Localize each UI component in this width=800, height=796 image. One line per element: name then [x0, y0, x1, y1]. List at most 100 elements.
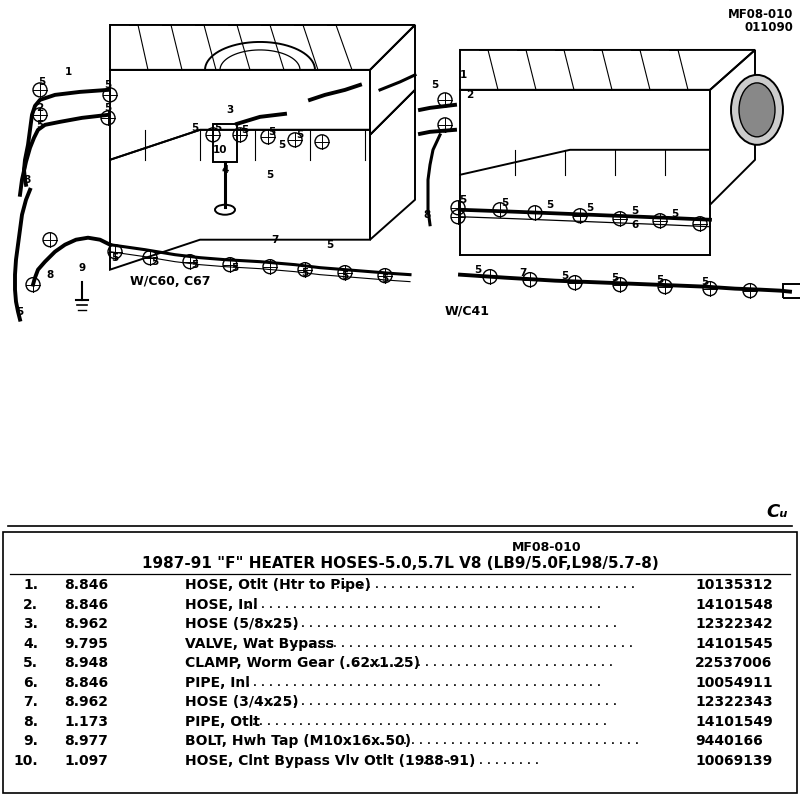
Text: 5: 5: [296, 130, 304, 140]
Text: 7.: 7.: [23, 695, 38, 709]
Text: 5: 5: [326, 240, 334, 250]
Text: 8.846: 8.846: [64, 598, 108, 612]
Text: 22537006: 22537006: [695, 656, 772, 670]
Text: 8: 8: [23, 175, 30, 185]
Text: W/C41: W/C41: [445, 305, 490, 318]
Text: 10135312: 10135312: [695, 578, 773, 592]
Text: 8.962: 8.962: [64, 695, 108, 709]
Text: 14101548: 14101548: [695, 598, 773, 612]
Text: 9: 9: [78, 263, 86, 273]
Text: 5: 5: [562, 271, 569, 281]
Text: 5: 5: [268, 127, 276, 137]
Text: 8.: 8.: [23, 715, 38, 728]
Text: 1: 1: [459, 70, 466, 80]
Text: 5: 5: [231, 263, 238, 273]
Text: 7: 7: [271, 235, 278, 244]
Text: 8.846: 8.846: [64, 578, 108, 592]
Text: .............................................: ........................................…: [244, 676, 604, 689]
Text: 5: 5: [191, 259, 198, 270]
Text: 8: 8: [46, 270, 54, 279]
Text: 1.097: 1.097: [64, 754, 108, 767]
Text: 5: 5: [278, 140, 286, 150]
Text: 1987-91 "F" HEATER HOSES-5.0,5.7L V8 (LB9/5.0F,L98/5.7-8): 1987-91 "F" HEATER HOSES-5.0,5.7L V8 (LB…: [142, 556, 658, 572]
Text: ......................................: ......................................: [334, 578, 638, 591]
Ellipse shape: [731, 75, 783, 145]
Text: HOSE, Inl: HOSE, Inl: [185, 598, 258, 612]
Text: 3: 3: [226, 105, 234, 115]
Text: 5: 5: [431, 80, 438, 90]
Text: 10069139: 10069139: [695, 754, 772, 767]
Text: 8.846: 8.846: [64, 676, 108, 689]
Text: 9.795: 9.795: [64, 637, 108, 650]
Text: 5: 5: [631, 205, 638, 216]
Text: 5: 5: [38, 77, 46, 87]
Text: 3.: 3.: [23, 617, 38, 631]
Text: HOSE, Clnt Bypass Vlv Otlt (1988-91): HOSE, Clnt Bypass Vlv Otlt (1988-91): [185, 754, 475, 767]
Text: .............................................: ........................................…: [250, 715, 610, 728]
Text: 5: 5: [242, 125, 249, 135]
Text: 5: 5: [459, 195, 466, 205]
Text: 5: 5: [36, 120, 44, 130]
Text: Cᵤ: Cᵤ: [766, 503, 788, 521]
Text: 5: 5: [111, 252, 118, 263]
Text: 5: 5: [586, 203, 594, 213]
Text: BOLT, Hwh Tap (M10x16x.50): BOLT, Hwh Tap (M10x16x.50): [185, 734, 411, 748]
Text: ...........................................: ........................................…: [292, 637, 636, 650]
Text: HOSE (5/8x25): HOSE (5/8x25): [185, 617, 298, 631]
Text: HOSE (3/4x25): HOSE (3/4x25): [185, 695, 298, 709]
Text: 5: 5: [191, 123, 198, 133]
Text: 5: 5: [702, 277, 709, 287]
Text: PIPE, Inl: PIPE, Inl: [185, 676, 250, 689]
Text: 5.: 5.: [23, 656, 38, 670]
Text: 6.: 6.: [23, 676, 38, 689]
Text: 8.977: 8.977: [64, 734, 108, 748]
Text: 10054911: 10054911: [695, 676, 773, 689]
Text: .....................................: .....................................: [346, 734, 642, 747]
Text: 5: 5: [474, 264, 482, 275]
Text: 8.962: 8.962: [64, 617, 108, 631]
Text: 5: 5: [266, 170, 274, 180]
Text: MF08-010: MF08-010: [728, 8, 793, 21]
Text: PIPE, Otlt: PIPE, Otlt: [185, 715, 260, 728]
Text: 12322343: 12322343: [695, 695, 773, 709]
Text: 1: 1: [64, 67, 72, 77]
Text: 2: 2: [36, 103, 44, 113]
Text: 5: 5: [16, 306, 24, 317]
Text: 5: 5: [656, 275, 664, 285]
Bar: [783, 283, 800, 298]
Text: 9440166: 9440166: [695, 734, 762, 748]
Text: 5: 5: [382, 274, 389, 283]
Text: 5: 5: [151, 256, 158, 267]
Text: 5: 5: [502, 197, 509, 208]
Text: .................................: .................................: [352, 656, 616, 669]
Text: 5: 5: [214, 123, 222, 133]
Text: 2.: 2.: [23, 598, 38, 612]
Text: 12322342: 12322342: [695, 617, 773, 631]
Text: CLAMP, Worm Gear (.62x1.25): CLAMP, Worm Gear (.62x1.25): [185, 656, 420, 670]
Text: 10: 10: [213, 145, 227, 154]
Text: 5: 5: [671, 209, 678, 219]
Text: 5: 5: [342, 271, 349, 281]
Text: 5: 5: [104, 103, 112, 113]
Text: .............................................: ........................................…: [244, 598, 604, 611]
Text: 2: 2: [466, 90, 474, 100]
Text: 5: 5: [546, 200, 554, 209]
Text: MF08-010: MF08-010: [512, 541, 582, 554]
Text: 14101545: 14101545: [695, 637, 773, 650]
Text: 4.: 4.: [23, 637, 38, 650]
Text: 8.948: 8.948: [64, 656, 108, 670]
Text: ............................................: ........................................…: [268, 617, 620, 630]
Text: 011090: 011090: [744, 21, 793, 34]
Text: 9.: 9.: [23, 734, 38, 748]
Text: 14101549: 14101549: [695, 715, 773, 728]
Text: 5: 5: [302, 267, 309, 278]
Text: ............................................: ........................................…: [268, 695, 620, 708]
Ellipse shape: [739, 83, 775, 137]
Text: VALVE, Wat Bypass: VALVE, Wat Bypass: [185, 637, 334, 650]
Text: 1.173: 1.173: [64, 715, 108, 728]
Text: 7: 7: [519, 267, 526, 278]
Text: 5: 5: [611, 273, 618, 283]
Text: 4: 4: [222, 165, 229, 175]
Text: 10.: 10.: [14, 754, 38, 767]
Text: .................: .................: [406, 754, 542, 767]
